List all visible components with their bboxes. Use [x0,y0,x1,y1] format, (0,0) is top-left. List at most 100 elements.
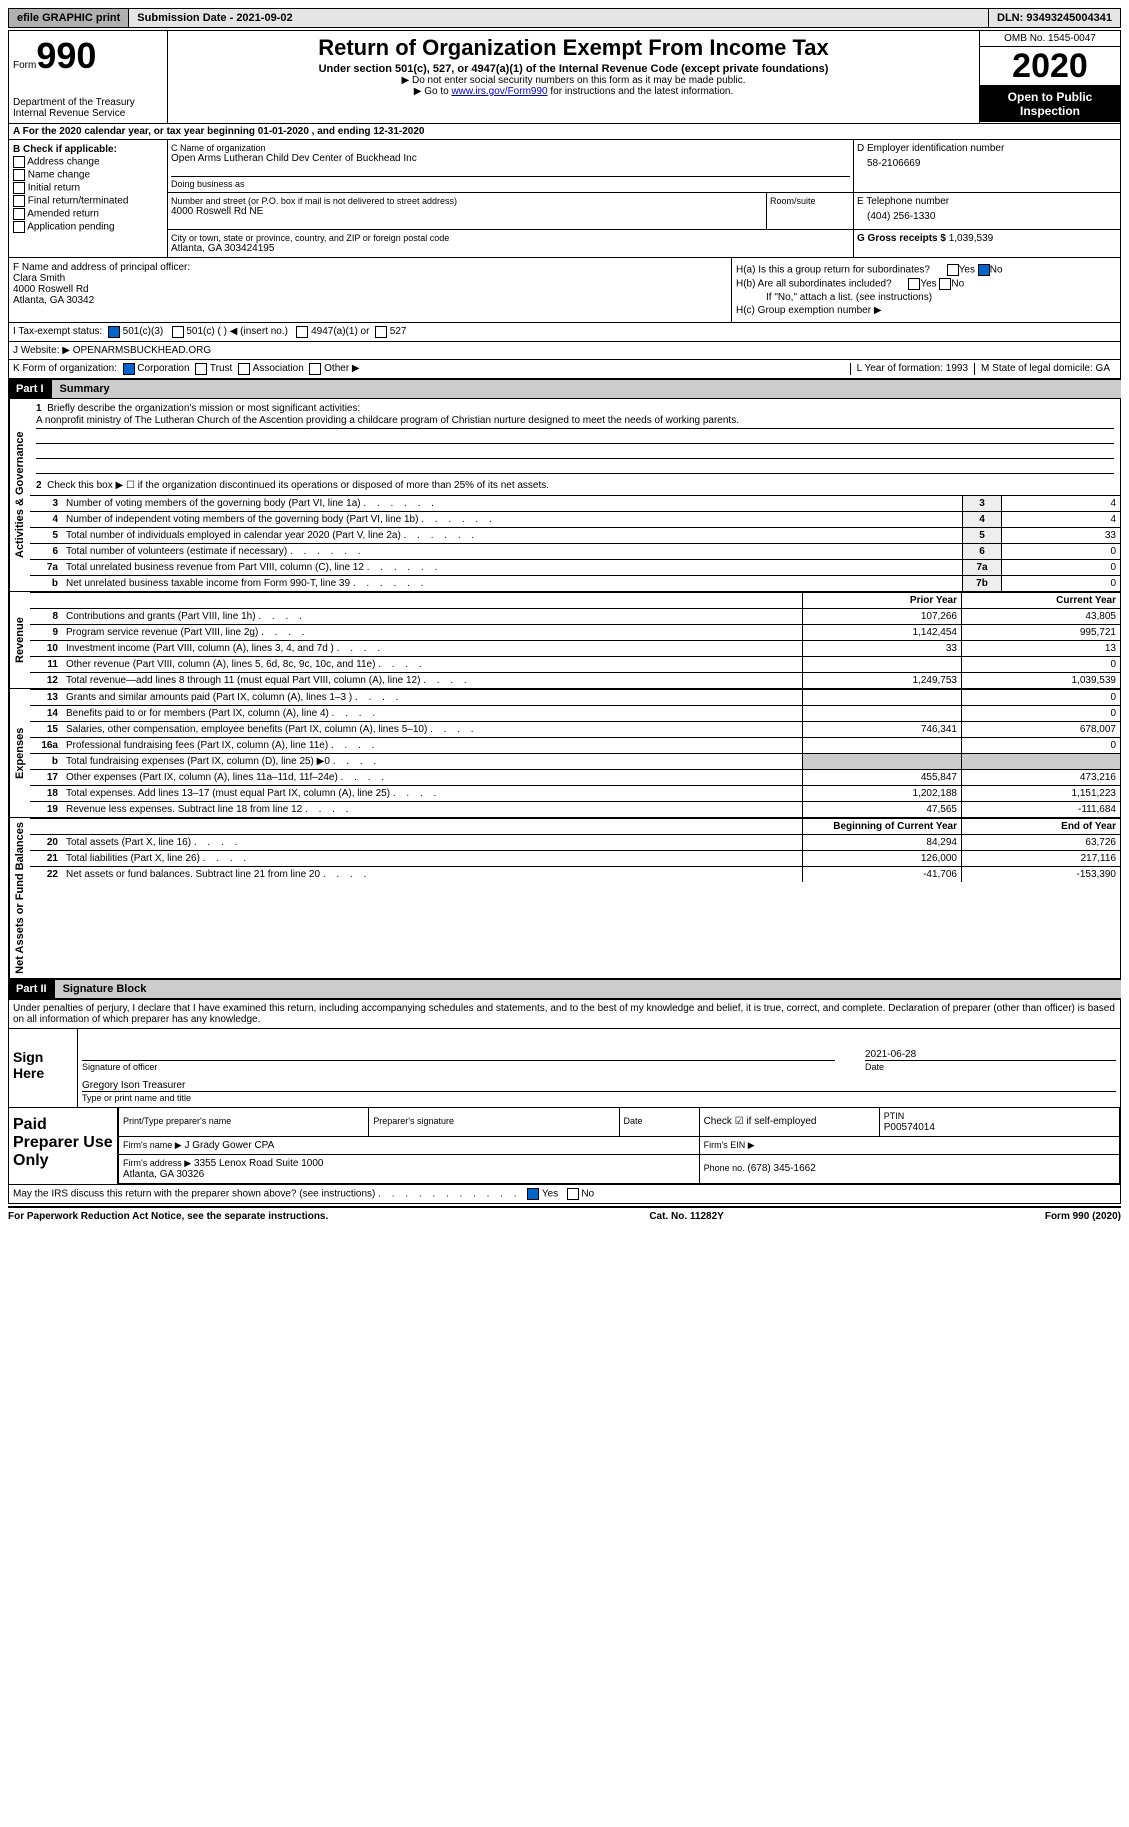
irs-link[interactable]: www.irs.gov/Form990 [451,86,547,97]
officer-printed-name: Gregory Ison Treasurer [82,1080,1116,1091]
section-fh: F Name and address of principal officer:… [8,258,1121,323]
form-ref: Form 990 (2020) [1045,1211,1121,1222]
table-row: bTotal fundraising expenses (Part IX, co… [30,754,1120,770]
firm-name: J Grady Gower CPA [184,1140,274,1151]
top-bar: efile GRAPHIC print Submission Date - 20… [8,8,1121,28]
table-row: 7aTotal unrelated business revenue from … [30,560,1120,576]
chk-ha-no[interactable] [978,264,990,276]
table-row: 5Total number of individuals employed in… [30,528,1120,544]
gov-table: 3Number of voting members of the governi… [30,495,1120,591]
col-f-officer: F Name and address of principal officer:… [9,258,732,322]
sign-here-label: Sign Here [9,1029,78,1107]
hb-note: If "No," attach a list. (see instruction… [736,292,1116,303]
room-label: Room/suite [770,196,850,206]
form-header: Form990 Department of the Treasury Inter… [8,30,1121,124]
chk-assoc[interactable] [238,363,250,375]
table-row: 17Other expenses (Part IX, column (A), l… [30,770,1120,786]
chk-amended-return[interactable] [13,208,25,220]
form-note-link: ▶ Go to www.irs.gov/Form990 for instruct… [172,86,975,97]
chk-ha-yes[interactable] [947,264,959,276]
row-k: K Form of organization: Corporation Trus… [8,360,1121,379]
chk-address-change[interactable] [13,156,25,168]
summary-gov: Activities & Governance 1 Briefly descri… [8,398,1121,592]
table-row: 6Total number of volunteers (estimate if… [30,544,1120,560]
officer-name: Clara Smith [13,273,727,284]
exp-table: 13Grants and similar amounts paid (Part … [30,689,1120,817]
chk-final-return[interactable] [13,195,25,207]
efile-print-button[interactable]: efile GRAPHIC print [9,9,129,27]
paid-preparer: Paid Preparer Use Only Print/Type prepar… [9,1107,1120,1184]
table-row: 19Revenue less expenses. Subtract line 1… [30,802,1120,818]
chk-corp[interactable] [123,363,135,375]
chk-application-pending[interactable] [13,221,25,233]
dept-treasury: Department of the Treasury Internal Reve… [13,97,163,119]
col-h: H(a) Is this a group return for subordin… [732,258,1120,322]
row-i: I Tax-exempt status: 501(c)(3) 501(c) ( … [8,323,1121,342]
website-value: OPENARMSBUCKHEAD.ORG [73,345,211,356]
row-j: J Website: ▶ OPENARMSBUCKHEAD.ORG [8,342,1121,360]
vtab-governance: Activities & Governance [9,399,30,591]
chk-hb-no[interactable] [939,278,951,290]
section-bcd: B Check if applicable: Address change Na… [8,140,1121,258]
chk-discuss-no[interactable] [567,1188,579,1200]
gross-label: G Gross receipts $ [857,233,946,244]
vtab-revenue: Revenue [9,592,30,688]
table-row: 11Other revenue (Part VIII, column (A), … [30,657,1120,673]
chk-hb-yes[interactable] [908,278,920,290]
chk-discuss-yes[interactable] [527,1188,539,1200]
city-value: Atlanta, GA 303424195 [171,243,850,254]
year-formation: L Year of formation: 1993 [850,363,974,375]
mission-text: A nonprofit ministry of The Lutheran Chu… [36,414,1114,429]
chk-527[interactable] [375,326,387,338]
form-number: 990 [36,35,96,76]
gross-value: 1,039,539 [949,233,994,244]
officer-addr2: Atlanta, GA 30342 [13,295,727,306]
paid-preparer-label: Paid Preparer Use Only [9,1108,118,1184]
chk-initial-return[interactable] [13,182,25,194]
col-cd: C Name of organization Open Arms Luthera… [168,140,1120,257]
chk-name-change[interactable] [13,169,25,181]
net-table: Beginning of Current YearEnd of Year 20T… [30,818,1120,882]
q1-label: Briefly describe the organization's miss… [47,403,360,414]
page-footer: For Paperwork Reduction Act Notice, see … [8,1206,1121,1222]
ha-label: H(a) Is this a group return for subordin… [736,265,930,276]
tax-year: 2020 [980,47,1120,86]
form-label: Form [13,60,36,71]
dln: DLN: 93493245004341 [989,9,1120,27]
table-row: 3Number of voting members of the governi… [30,496,1120,512]
col-b-checkboxes: B Check if applicable: Address change Na… [9,140,168,257]
table-row: 12Total revenue—add lines 8 through 11 (… [30,673,1120,689]
table-row: 20Total assets (Part X, line 16) . . . .… [30,835,1120,851]
chk-501c[interactable] [172,326,184,338]
part1-title: Summary [52,380,1121,398]
addr-value: 4000 Roswell Rd NE [171,206,763,217]
phone-value: (404) 256-1330 [857,207,1117,226]
table-row: 8Contributions and grants (Part VIII, li… [30,609,1120,625]
header-right: OMB No. 1545-0047 2020 Open to Public In… [979,31,1120,123]
part2-header: Part II [8,980,55,998]
sig-date: 2021-06-28 [865,1049,1116,1060]
table-row: 10Investment income (Part VIII, column (… [30,641,1120,657]
table-row: 4Number of independent voting members of… [30,512,1120,528]
summary-rev: Revenue Prior YearCurrent Year 8Contribu… [8,592,1121,689]
table-row: bNet unrelated business taxable income f… [30,576,1120,592]
form-note-ssn: ▶ Do not enter social security numbers o… [172,75,975,86]
hc-label: H(c) Group exemption number ▶ [736,305,1116,316]
form-title: Return of Organization Exempt From Incom… [172,35,975,61]
summary-exp: Expenses 13Grants and similar amounts pa… [8,689,1121,818]
submission-date: Submission Date - 2021-09-02 [129,9,989,27]
part1-header: Part I [8,380,52,398]
chk-other[interactable] [309,363,321,375]
ein-label: D Employer identification number [857,143,1117,154]
form-subtitle: Under section 501(c), 527, or 4947(a)(1)… [172,63,975,75]
chk-4947[interactable] [296,326,308,338]
vtab-expenses: Expenses [9,689,30,817]
officer-name-label: Type or print name and title [82,1091,1116,1103]
ptin-value: P00574014 [884,1122,935,1133]
rev-table: Prior YearCurrent Year 8Contributions an… [30,592,1120,688]
perjury-declaration: Under penalties of perjury, I declare th… [9,1000,1120,1029]
org-name-label: C Name of organization [171,143,850,153]
col-b-label: B Check if applicable: [13,144,163,155]
chk-501c3[interactable] [108,326,120,338]
chk-trust[interactable] [195,363,207,375]
